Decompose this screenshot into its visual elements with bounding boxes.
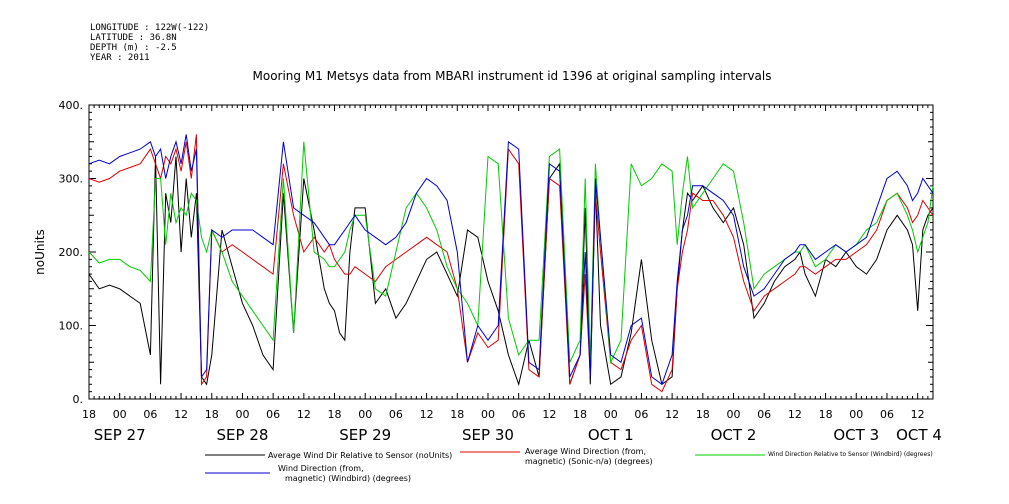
chart-title: Mooring M1 Metsys data from MBARI instru…	[253, 69, 772, 83]
x-tick-label: 06	[389, 408, 403, 421]
x-tick-label: 12	[420, 408, 434, 421]
x-tick-label: 12	[788, 408, 802, 421]
legend-label-blue-line2: magnetic) (Windbird) (degrees)	[285, 474, 411, 483]
y-axis-label: noUnits	[33, 229, 47, 275]
x-tick-label: 00	[113, 408, 127, 421]
legend-label-red-line1: Average Wind Direction (from,	[525, 447, 646, 456]
x-date-label: SEP 27	[94, 426, 146, 444]
x-tick-label: 18	[573, 408, 587, 421]
x-tick-label: 00	[235, 408, 249, 421]
series-line-1	[88, 134, 934, 393]
series-line-0	[88, 156, 934, 387]
series-line-3	[88, 134, 934, 386]
x-tick-label: 06	[880, 408, 894, 421]
legend-label-green: Wind Direction Relative to Sensor (Windb…	[768, 451, 933, 458]
x-tick-label: 12	[911, 408, 925, 421]
x-tick-label: 18	[82, 408, 96, 421]
x-date-label: SEP 30	[462, 426, 514, 444]
x-tick-label: 00	[849, 408, 863, 421]
x-tick-label: 06	[512, 408, 526, 421]
x-date-label: OCT 3	[833, 426, 879, 444]
axis-ticks	[88, 104, 934, 400]
legend-label-blue-line1: Wind Direction (from,	[278, 464, 364, 473]
legend: Average Wind Dir Relative to Sensor (noU…	[205, 447, 933, 483]
x-date-label: OCT 2	[711, 426, 757, 444]
x-tick-label: 18	[819, 408, 833, 421]
x-tick-label: 18	[205, 408, 219, 421]
y-tick-label: 100.	[59, 320, 84, 333]
x-tick-label: 06	[634, 408, 648, 421]
x-tick-label: 18	[328, 408, 342, 421]
y-tick-label: 300.	[59, 173, 84, 186]
x-tick-label: 12	[297, 408, 311, 421]
latitude-label: LATITUDE : 36.8N	[90, 33, 177, 43]
x-tick-label: 00	[481, 408, 495, 421]
legend-label-blue: Wind Direction (from, magnetic) (Windbir…	[278, 464, 411, 483]
y-tick-label: 400.	[59, 99, 84, 112]
year-label: YEAR : 2011	[90, 53, 150, 63]
x-date-label: SEP 29	[339, 426, 391, 444]
x-date-labels: SEP 27 SEP 28 SEP 29 SEP 30 OCT 1 OCT 2 OCT 3 O…	[94, 426, 942, 444]
y-tick-label: 200.	[59, 246, 84, 259]
depth-label: DEPTH (m) : -2.5	[90, 43, 177, 53]
x-tick-label: 00	[727, 408, 741, 421]
series-line-2	[88, 141, 934, 365]
longitude-label: LONGITUDE : 122W(-122)	[90, 23, 209, 33]
x-tick-label: 18	[696, 408, 710, 421]
x-tick-label: 12	[665, 408, 679, 421]
x-tick-label: 12	[542, 408, 556, 421]
x-tick-labels: 18 00 06 12 18 00 06 12 18 00 06 12 18 00 06 12 18 00 06 12…	[82, 408, 925, 421]
x-tick-label: 06	[143, 408, 157, 421]
x-tick-label: 06	[757, 408, 771, 421]
x-tick-label: 00	[358, 408, 372, 421]
plot-frame	[88, 104, 934, 400]
x-date-label: SEP 28	[217, 426, 269, 444]
y-tick-labels: 0. 100. 200. 300. 400.	[59, 99, 84, 406]
x-tick-label: 18	[450, 408, 464, 421]
x-tick-label: 12	[174, 408, 188, 421]
x-date-label: OCT 4	[896, 426, 942, 444]
legend-label-red: Average Wind Direction (from, magnetic) …	[525, 447, 653, 466]
x-tick-label: 00	[604, 408, 618, 421]
x-tick-label: 06	[266, 408, 280, 421]
y-tick-label: 0.	[73, 393, 84, 406]
legend-label-black: Average Wind Dir Relative to Sensor (noU…	[268, 451, 452, 460]
legend-label-red-line2: magnetic) (Sonic-n/a) (degrees)	[525, 457, 653, 466]
series-lines	[88, 134, 934, 393]
x-date-label: OCT 1	[588, 426, 634, 444]
